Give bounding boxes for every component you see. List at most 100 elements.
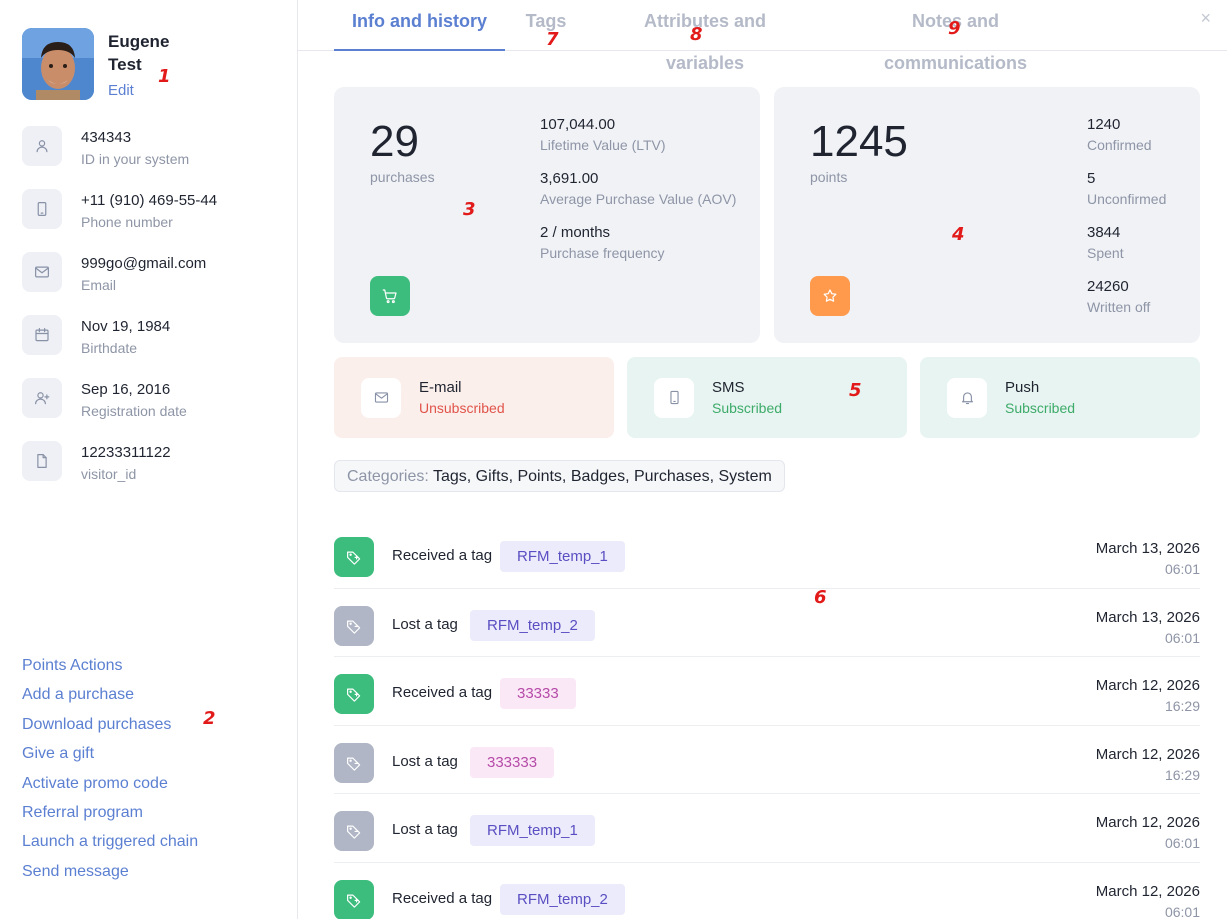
annotation-6: 6 [814, 587, 827, 608]
info-value: 434343 [81, 129, 132, 146]
action-link-give-a-gift[interactable]: Give a gift [22, 745, 95, 763]
info-label: Registration date [81, 403, 187, 419]
history-tag-chip[interactable]: RFM_temp_1 [470, 815, 595, 846]
history-tag-chip[interactable]: RFM_temp_2 [500, 883, 625, 915]
customer-info-list: 434343 ID in your system +11 (910) 469-55-… [22, 126, 217, 504]
categories-filter[interactable]: Categories: Tags, Gifts, Points, Badges,… [334, 460, 785, 492]
history-row: Lost a tag RFM_temp_1 March 12, 2026 06:01 [334, 794, 1200, 863]
action-link-referral-program[interactable]: Referral program [22, 803, 143, 821]
info-label: Email [81, 277, 117, 293]
customer-sidebar: Eugene Test Edit 434343 ID in your system… [0, 0, 298, 919]
customer-actions: Points Actions Add a purchase Download pur… [22, 655, 198, 890]
annotation-8: 8 [690, 24, 703, 45]
tab-attributes-and-variables[interactable]: Attributes and variables [643, 11, 766, 73]
history-time: 06:01 [1164, 561, 1200, 577]
categories-label: Categories: [347, 468, 429, 485]
event-history-list: Received a tag RFM_temp_1 March 13, 2026 06… [334, 520, 1200, 919]
history-tag-chip[interactable]: RFM_temp_2 [470, 609, 595, 641]
history-time: 06:01 [1164, 903, 1200, 919]
mail-icon [374, 392, 388, 403]
calendar-icon [35, 328, 49, 342]
email-channel-card[interactable]: E-mail Unsubscribed [334, 357, 614, 438]
bell-icon [961, 392, 973, 405]
info-value: Nov 19, 1984 [81, 318, 171, 335]
push-channel-card[interactable]: Push Subscribed [920, 357, 1200, 438]
history-tag-chip[interactable]: 333333 [470, 746, 555, 778]
history-date: March 12, 2026 [1095, 882, 1200, 900]
user-plus-icon [35, 392, 50, 405]
annotation-7: 7 [546, 29, 559, 50]
history-date: March 12, 2026 [1095, 745, 1200, 763]
history-tag-chip[interactable]: RFM_temp_1 [500, 541, 625, 572]
purchases-count: 29 [370, 117, 419, 166]
annotation-9: 9 [948, 18, 961, 39]
history-row: Received a tag RFM_temp_2 March 12, 2026 06… [334, 863, 1200, 919]
channel-name: SMS [712, 378, 745, 396]
action-link-download-purchases[interactable]: Download purchases [22, 715, 172, 733]
sms-channel-card[interactable]: SMS Subscribed [627, 357, 907, 438]
channel-name: Push [1005, 378, 1040, 396]
close-icon[interactable]: × [1200, 8, 1211, 28]
edit-profile-link[interactable]: Edit [108, 82, 134, 99]
avatar-photo [22, 28, 94, 100]
tag-event-icon [334, 537, 374, 577]
points-action-button[interactable] [810, 276, 850, 316]
phone-icon [37, 202, 47, 216]
ltv-metric: 107,044.00 Lifetime Value (LTV) [540, 116, 666, 153]
tag-event-icon [334, 605, 374, 646]
info-value: 999go@gmail.com [81, 255, 207, 272]
purchases-count-label: purchases [370, 169, 435, 185]
history-event: Lost a tag [392, 615, 458, 633]
history-row: Lost a tag RFM_temp_2 March 13, 2026 06:01 [334, 589, 1200, 657]
annotation-4: 4 [952, 224, 965, 245]
action-link-launch-a-triggered-chain[interactable]: Launch a triggered chain [22, 833, 199, 851]
channel-status: Subscribed [712, 399, 783, 416]
profile-header: Eugene Test Edit [22, 28, 188, 100]
tag-icon [347, 551, 361, 565]
info-value: +11 (910) 469-55-44 [81, 192, 218, 209]
action-link-activate-promo-code[interactable]: Activate promo code [22, 774, 168, 792]
history-date: March 13, 2026 [1095, 540, 1200, 557]
mail-icon [35, 266, 49, 278]
channel-status: Subscribed [1005, 399, 1076, 416]
tag-event-icon [334, 674, 374, 714]
annotation-5: 5 [849, 380, 862, 401]
channel-status: Unsubscribed [419, 399, 505, 416]
history-event: Received a tag [392, 547, 493, 564]
user-icon [36, 140, 48, 153]
cart-icon [382, 289, 397, 304]
info-row: Sep 16, 2016 Registration date [22, 378, 217, 441]
tag-event-icon [334, 879, 374, 919]
tab-bar: Info and history Tags Attributes and var… [298, 0, 1227, 73]
purchase-frequency-metric: 2 / months Purchase frequency [540, 224, 665, 261]
tag-icon [347, 825, 361, 839]
history-row: Lost a tag 333333 March 12, 2026 16:29 [334, 726, 1200, 794]
tag-event-icon [334, 742, 374, 783]
file-icon [37, 454, 47, 468]
phone-icon [669, 390, 679, 405]
customer-name: Eugene Test [108, 32, 170, 74]
info-row: 999go@gmail.com Email [22, 252, 217, 315]
history-event: Received a tag [392, 684, 493, 701]
action-link-add-a-purchase[interactable]: Add a purchase [22, 686, 135, 704]
info-label: Birthdate [81, 340, 138, 356]
action-link-points-actions[interactable]: Points Actions [22, 657, 123, 674]
history-time: 06:01 [1164, 629, 1200, 646]
action-link-send-message[interactable]: Send message [22, 862, 129, 880]
info-row: +11 (910) 469-55-44 Phone number [22, 189, 217, 252]
tag-icon [347, 688, 361, 702]
history-tag-chip[interactable]: 33333 [500, 678, 576, 709]
history-time: 16:29 [1164, 698, 1200, 714]
tag-icon [347, 620, 361, 634]
unconfirmed-points-metric: 5 Unconfirmed [1087, 170, 1167, 207]
tab-info-and-history[interactable]: Info and history [334, 0, 505, 51]
confirmed-points-metric: 1240 Confirmed [1087, 116, 1152, 153]
annotation-3: 3 [463, 199, 476, 220]
history-date: March 13, 2026 [1095, 608, 1200, 626]
tag-event-icon [334, 811, 374, 851]
history-event: Lost a tag [392, 821, 458, 838]
tab-tags[interactable]: Tags [525, 11, 567, 31]
tab-notes-and-communications[interactable]: Notes and communications [883, 11, 1028, 73]
written-off-points-metric: 24260 Written off [1087, 278, 1151, 315]
add-purchase-button[interactable] [370, 276, 410, 316]
